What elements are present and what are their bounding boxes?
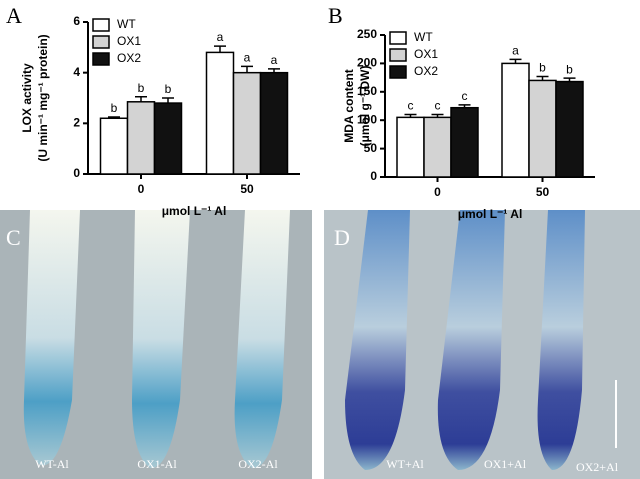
legend-swatch: [389, 48, 407, 62]
photo-label: OX2+Al: [576, 460, 619, 474]
y-axis-label: LOX activity: [20, 63, 34, 133]
bar: [153, 102, 183, 175]
x-axis-label: μmol L⁻¹ Al: [162, 204, 227, 218]
bar: [259, 71, 289, 175]
error-bar: [135, 95, 147, 102]
x-axis-label: μmol L⁻¹ Al: [458, 207, 523, 221]
photo-label: WT+Al: [386, 457, 424, 471]
bar: [126, 101, 156, 175]
photo-label: WT-Al: [35, 457, 69, 471]
error-bar: [268, 68, 280, 73]
photo-d: [324, 210, 640, 479]
legend-label: OX2: [117, 51, 141, 65]
error-bar: [458, 104, 471, 108]
y-tick-label: 6: [73, 14, 80, 28]
y-tick-label: 100: [357, 112, 377, 126]
error-bar: [214, 45, 226, 53]
significance-letter: a: [244, 51, 251, 65]
significance-letter: b: [165, 82, 172, 96]
bar: [205, 51, 235, 175]
error-bar: [563, 77, 576, 82]
legend-swatch: [389, 31, 407, 45]
legend-label: OX1: [414, 47, 438, 61]
bar: [423, 116, 452, 178]
error-bar: [431, 113, 444, 118]
y-axis-label: (μmol g⁻¹ DW): [358, 66, 372, 147]
photo-label: OX2-Al: [238, 457, 278, 471]
y-tick-label: 250: [357, 27, 377, 41]
y-tick-label: 4: [73, 65, 80, 79]
legend-swatch: [92, 35, 110, 49]
y-tick-label: 200: [357, 56, 377, 70]
significance-letter: c: [462, 89, 468, 103]
bar: [501, 62, 530, 178]
error-bar: [241, 65, 253, 73]
error-bar: [162, 97, 174, 104]
significance-letter: b: [138, 81, 145, 95]
error-bar: [404, 113, 417, 118]
y-tick-label: 0: [370, 169, 377, 183]
panel-letter: B: [328, 3, 343, 28]
photo-label: OX1+Al: [484, 457, 527, 471]
x-tick-label: 50: [240, 182, 254, 196]
y-axis-label: (U min⁻¹ mg⁻¹ protein): [36, 34, 50, 161]
error-bar: [536, 75, 549, 81]
significance-letter: b: [111, 101, 118, 115]
bar: [555, 80, 584, 178]
error-bar: [509, 58, 522, 64]
y-tick-label: 150: [357, 84, 377, 98]
bar: [232, 71, 262, 175]
y-axis-label: MDA content: [342, 69, 356, 143]
legend-label: WT: [414, 30, 433, 44]
significance-letter: c: [408, 99, 414, 113]
y-tick-label: 50: [364, 141, 378, 155]
significance-letter: b: [539, 61, 546, 75]
bar: [450, 106, 479, 178]
photo-c: [0, 210, 312, 479]
significance-letter: a: [271, 53, 278, 67]
legend-swatch: [92, 52, 110, 66]
significance-letter: a: [217, 30, 224, 44]
legend-swatch: [92, 18, 110, 32]
photo-label: OX1-Al: [137, 457, 177, 471]
bar: [99, 117, 129, 175]
y-tick-label: 0: [73, 166, 80, 180]
bar: [396, 116, 425, 178]
x-tick-label: 0: [138, 182, 145, 196]
y-tick-label: 2: [73, 116, 80, 130]
legend-swatch: [389, 65, 407, 79]
panel-letter: D: [334, 225, 350, 250]
legend-label: OX1: [117, 34, 141, 48]
x-tick-label: 50: [536, 185, 550, 199]
significance-letter: a: [512, 44, 519, 58]
error-bar: [108, 116, 120, 119]
legend-label: WT: [117, 17, 136, 31]
bar: [528, 79, 557, 178]
panel-letter: C: [6, 225, 21, 250]
significance-letter: c: [435, 99, 441, 113]
panel-letter: A: [6, 3, 22, 28]
x-tick-label: 0: [434, 185, 441, 199]
legend-label: OX2: [414, 64, 438, 78]
significance-letter: b: [566, 62, 573, 76]
